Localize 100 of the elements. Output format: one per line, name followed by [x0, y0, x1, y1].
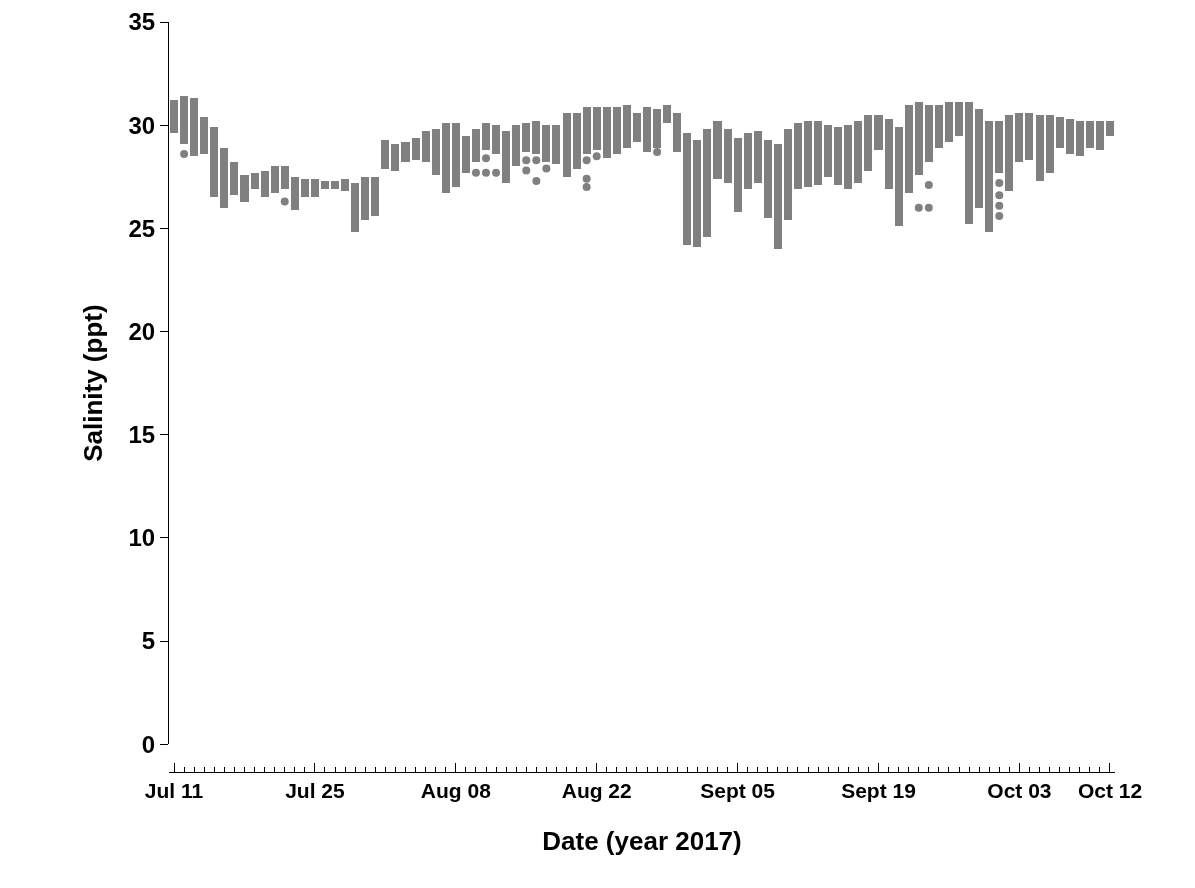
- bar: [251, 173, 259, 189]
- bar: [1106, 121, 1114, 136]
- y-tick-label: 35: [128, 8, 156, 36]
- bar: [683, 133, 691, 245]
- y-tick-label: 15: [128, 421, 156, 449]
- bar: [472, 129, 480, 162]
- bar: [774, 144, 782, 249]
- x-tick-label: Oct 12: [1077, 779, 1143, 803]
- bar: [925, 105, 933, 162]
- bar: [885, 119, 893, 189]
- bar: [190, 98, 198, 156]
- y-tick-label: 20: [128, 317, 156, 345]
- bar: [412, 138, 420, 160]
- bar: [854, 121, 862, 183]
- bar: [965, 102, 973, 224]
- bar: [341, 179, 349, 191]
- bar: [1046, 115, 1054, 173]
- bar: [230, 162, 238, 195]
- bar: [170, 100, 178, 133]
- bar: [492, 125, 500, 154]
- bar: [1015, 113, 1023, 162]
- bar: [180, 96, 188, 144]
- y-tick-label: 10: [128, 524, 156, 552]
- bar: [794, 123, 802, 189]
- x-tick-label: Aug 08: [420, 779, 492, 803]
- bar: [512, 125, 520, 166]
- bar: [381, 140, 389, 169]
- bar: [301, 179, 309, 197]
- x-tick-label: Oct 03: [987, 779, 1052, 803]
- bar: [563, 113, 571, 177]
- bar: [331, 181, 339, 189]
- bar: [452, 123, 460, 187]
- bar: [371, 177, 379, 216]
- bar: [311, 179, 319, 197]
- bar: [462, 136, 470, 173]
- x-tick-label: Sept 19: [841, 779, 916, 803]
- bar: [1096, 121, 1104, 150]
- bar: [693, 140, 701, 247]
- bar: [633, 113, 641, 142]
- bar: [1036, 115, 1044, 181]
- bar: [784, 129, 792, 220]
- y-tick-label: 5: [141, 627, 156, 655]
- bar: [734, 138, 742, 212]
- bar: [321, 181, 329, 189]
- bar: [905, 105, 913, 193]
- bar: [703, 129, 711, 237]
- bar: [874, 115, 883, 150]
- bar: [1005, 115, 1013, 191]
- bar: [764, 140, 772, 218]
- y-tick-label: 0: [141, 730, 156, 758]
- bar: [351, 183, 359, 232]
- bar: [935, 105, 943, 148]
- bar: [744, 133, 752, 189]
- bar: [1056, 117, 1064, 148]
- bar: [1066, 119, 1074, 154]
- bar: [613, 107, 621, 154]
- bar: [663, 105, 671, 123]
- bar: [1086, 121, 1094, 148]
- bar: [623, 105, 631, 148]
- bar: [401, 142, 410, 162]
- bar: [724, 129, 732, 183]
- bar: [422, 131, 430, 162]
- bar: [844, 125, 852, 189]
- bar: [1076, 121, 1084, 156]
- bar: [713, 121, 722, 179]
- bar: [985, 121, 993, 232]
- y-tick-label: 30: [128, 111, 156, 139]
- bar: [573, 113, 581, 169]
- bar: [945, 102, 953, 142]
- bar: [1025, 113, 1033, 160]
- bar: [271, 166, 279, 193]
- bar: [240, 175, 249, 202]
- x-tick-label: Aug 22: [561, 779, 632, 803]
- y-tick-label: 25: [128, 214, 156, 242]
- bar: [482, 123, 490, 150]
- bar: [361, 177, 369, 220]
- bar: [291, 177, 299, 210]
- bar: [975, 109, 983, 208]
- bar: [804, 121, 812, 187]
- bar: [895, 127, 903, 226]
- bar: [261, 171, 269, 197]
- bar: [502, 131, 510, 183]
- y-axis-title: Salinity (ppt): [77, 304, 108, 462]
- bar: [281, 166, 289, 189]
- x-tick-label: Jul 25: [285, 779, 346, 803]
- x-axis-title: Date (year 2017): [542, 825, 742, 856]
- bar: [643, 107, 651, 152]
- bar: [955, 102, 963, 136]
- bar: [442, 123, 450, 193]
- bar: [603, 107, 611, 158]
- bar: [432, 129, 440, 175]
- bar: [391, 144, 399, 171]
- bar: [995, 121, 1003, 173]
- bar: [552, 125, 560, 164]
- bar: [915, 102, 923, 175]
- x-tick-label: Jul 11: [144, 779, 204, 803]
- bar: [754, 131, 762, 183]
- bar: [200, 117, 208, 154]
- x-tick-label: Sept 05: [700, 779, 776, 803]
- bar: [814, 121, 822, 185]
